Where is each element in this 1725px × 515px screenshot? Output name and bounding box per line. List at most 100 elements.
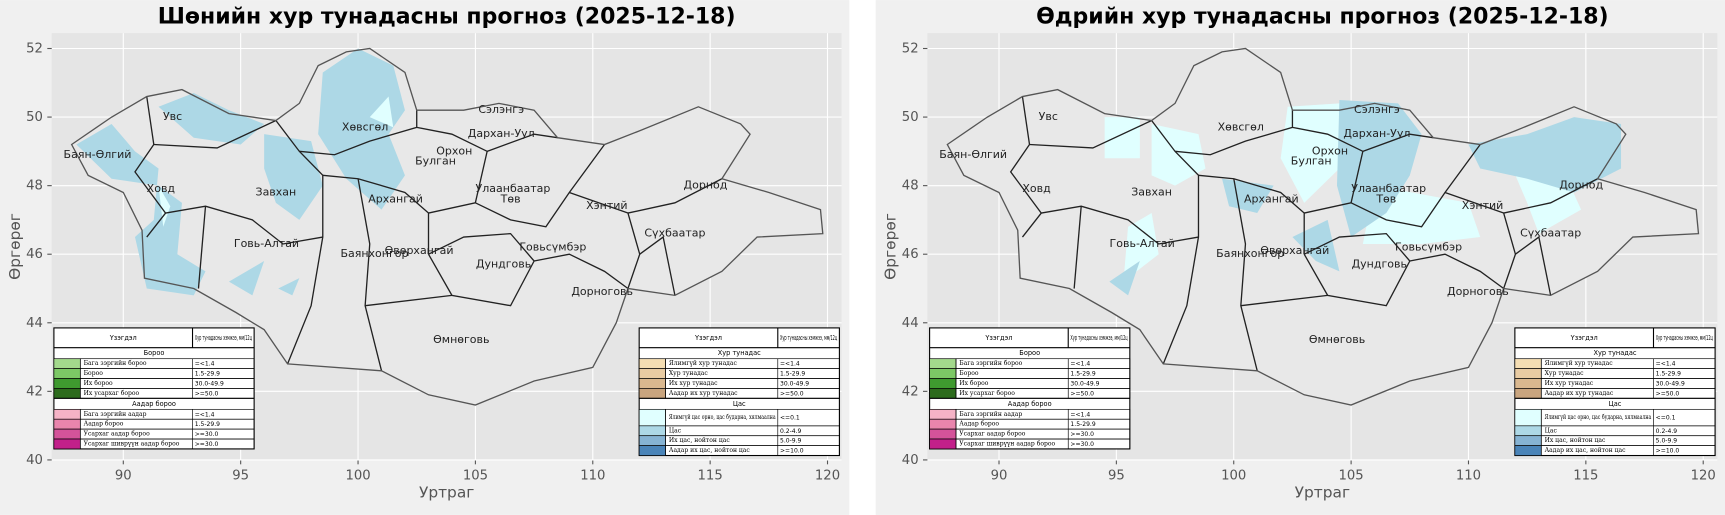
- country-fill: [71, 48, 823, 406]
- legend-swatch: [638, 368, 666, 379]
- map-panel: Шөнийн хур тунадасны прогноз (2025-12-18…: [0, 0, 850, 515]
- x-tick-label: 120: [1691, 468, 1716, 483]
- province-label: Дорноговь: [571, 285, 633, 298]
- legend-item-range: <=0.1: [780, 415, 800, 422]
- province-label: Дундговь: [1352, 257, 1407, 270]
- legend-item-range: 30.0-49.9: [1656, 380, 1685, 387]
- x-tick-label: 105: [463, 468, 488, 483]
- legend-item-range: >=50.0: [1656, 390, 1680, 397]
- y-tick-label: 48: [26, 179, 43, 194]
- province-label: Говьсүмбэр: [519, 240, 586, 253]
- province-border: [275, 120, 324, 365]
- province-label: Дорнод: [684, 179, 728, 192]
- legend-swatch: [638, 388, 666, 399]
- x-tick-label: 90: [115, 468, 132, 483]
- province-border: [1362, 133, 1434, 152]
- province-border: [486, 133, 558, 152]
- y-tick-label: 44: [26, 316, 43, 331]
- province-border: [1350, 144, 1481, 228]
- legend-swatch: [929, 438, 957, 450]
- country-border: [946, 47, 1700, 406]
- legend-section-title: Цас: [733, 400, 746, 408]
- legend-section-title: Бороо: [1019, 349, 1040, 357]
- province-label: Баян-Өлгий: [64, 148, 132, 161]
- legend-swatch: [53, 418, 81, 430]
- legend-item-name: Их хур тунадас: [669, 380, 718, 387]
- legend-item-range: >=30.0: [195, 441, 219, 448]
- province-border: [299, 110, 418, 156]
- legend-item-name: Их цас, нойтон цас: [669, 437, 730, 444]
- province-border: [1009, 96, 1043, 238]
- legend-item-name: Ялимгүй хур тунадас: [669, 360, 738, 367]
- legend-item-range: >=30.0: [1070, 441, 1094, 448]
- province-label: Архангай: [1244, 192, 1299, 205]
- legend-swatch: [1514, 445, 1542, 456]
- province-label: Баянхонгор: [1216, 247, 1284, 260]
- x-axis-label: Уртраг: [419, 483, 474, 501]
- legend-swatch: [929, 378, 957, 389]
- legend-item-name: Их хур тунадас: [1545, 380, 1594, 387]
- province-border: [322, 174, 430, 255]
- province-label: Говь-Алтай: [1110, 237, 1175, 250]
- legend-table: Үзэгдэл Хур тунадасны хэмжээ, мм/12ц Бороо…: [929, 327, 1131, 450]
- legend-swatch: [1514, 378, 1542, 389]
- legend-header: Хур тунадасны хэмжээ, мм/12ц: [1070, 334, 1127, 342]
- legend-swatch: [53, 408, 81, 420]
- legend-item-range: 1.5-29.9: [1070, 371, 1095, 378]
- x-tick-label: 95: [232, 468, 249, 483]
- y-axis-label: Өргөрөг: [882, 213, 900, 280]
- province-border: [1198, 174, 1305, 255]
- province-border: [569, 191, 641, 289]
- x-tick-label: 110: [580, 468, 605, 483]
- legend-item-name: Их бороо: [84, 380, 113, 387]
- legend-item-range: =<1.4: [1656, 361, 1676, 368]
- legend-section-title: Аадар бороо: [132, 400, 176, 408]
- province-label: Дархан-Уул: [468, 127, 535, 140]
- legend-section-title: Хур тунадас: [1593, 349, 1636, 357]
- legend-table: Үзэгдэл Хур тунадасны хэмжээ, мм/12ц Хур т…: [1514, 327, 1716, 457]
- legend-item-name: Усархаг аадар бороо: [84, 431, 150, 438]
- legend-item-range: =<1.4: [195, 361, 215, 368]
- legend-item-range: >=50.0: [195, 390, 219, 397]
- legend-swatch: [929, 368, 957, 379]
- province-label: Увс: [1039, 110, 1058, 123]
- province-border: [1240, 294, 1328, 307]
- legend-item-range: 30.0-49.9: [780, 380, 809, 387]
- legend-item-range: 0.2-4.9: [1656, 428, 1678, 435]
- legend-item-range: >=50.0: [1070, 390, 1094, 397]
- legend-item-name: Бага зэргийн аадар: [84, 411, 147, 418]
- legend-header: Хур тунадасны хэмжээ, мм/12ц: [195, 334, 252, 342]
- legend-swatch: [53, 388, 81, 399]
- province-label: Архангай: [368, 192, 423, 205]
- legend-header: Үзэгдэл: [109, 334, 137, 342]
- province-label: Булган: [415, 155, 456, 168]
- y-tick-label: 40: [26, 453, 43, 468]
- legend-item-name: Ялимгүй цас орно, цас бударна, хялмаална: [1545, 414, 1652, 421]
- province-label: Говьсүмбэр: [1395, 240, 1462, 253]
- y-tick-label: 52: [26, 42, 43, 57]
- province-border: [1233, 178, 1258, 371]
- province-border: [475, 144, 606, 228]
- legend-item-name: Усархаг шиврүүн аадар бороо: [84, 440, 180, 447]
- legend-item-range: 1.5-29.9: [1656, 371, 1681, 378]
- province-label: Баянхонгор: [340, 247, 408, 260]
- legend-swatch: [53, 378, 81, 389]
- precipitation-area: [1104, 117, 1140, 159]
- y-tick-label: 42: [26, 384, 43, 399]
- x-tick-label: 100: [345, 468, 370, 483]
- y-axis-label: Өргөрөг: [6, 213, 24, 280]
- province-label: Орхон: [1312, 144, 1348, 157]
- legend-swatch: [1514, 435, 1542, 446]
- province-label: Хэнтий: [1462, 199, 1503, 212]
- province-label: Сүхбаатар: [644, 227, 705, 240]
- province-label: Төв: [1375, 192, 1396, 205]
- legend-item-range: 30.0-49.9: [195, 380, 224, 387]
- province-border: [1503, 178, 1598, 214]
- y-tick-label: 48: [902, 179, 919, 194]
- legend-item-range: 1.5-29.9: [1070, 421, 1095, 428]
- legend-item-range: =<1.4: [1070, 411, 1090, 418]
- legend-item-name: Хур тунадас: [1545, 370, 1585, 377]
- precipitation-area: [369, 96, 394, 128]
- province-label: Увс: [163, 110, 182, 123]
